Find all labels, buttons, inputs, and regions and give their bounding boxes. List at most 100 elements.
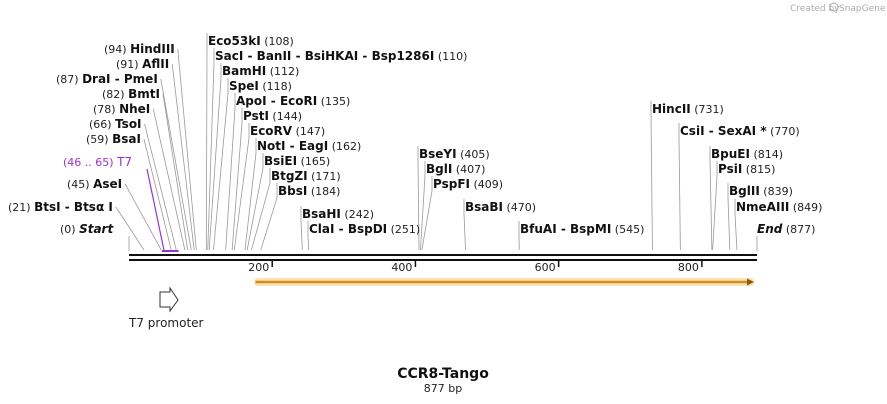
enzyme-site-bsabi[interactable]: BsaBI (470): [465, 200, 536, 214]
enzyme-position: (112): [266, 65, 299, 78]
tick-label-600: 600: [535, 261, 556, 274]
map-title: CCR8-Tango: [397, 366, 489, 382]
sequence-backbone: [129, 254, 757, 261]
enzyme-position: (94): [104, 43, 130, 56]
enzyme-name: EcoRI: [280, 94, 317, 108]
enzyme-name: TsoI: [115, 117, 141, 131]
t7-leader: [146, 168, 165, 251]
enzyme-position: (251): [387, 223, 420, 236]
enzyme-site-bsai[interactable]: (59) BsaI: [86, 132, 141, 146]
sequence-end: End (877): [757, 222, 815, 236]
enzyme-label-bgli: BglI (407): [426, 162, 485, 176]
leader-line-saci: [207, 48, 215, 251]
enzyme-name: NotI: [257, 139, 286, 153]
leader-line-psii: [712, 161, 718, 251]
enzyme-leader-lines: [115, 33, 758, 251]
enzyme-name: BfuAI: [520, 222, 557, 236]
enzyme-position: (110): [434, 50, 467, 63]
enzyme-site-spei[interactable]: SpeI (118): [229, 79, 292, 93]
orf-arrow[interactable]: [254, 278, 755, 286]
enzyme-label-bsabi: BsaBI (470): [465, 200, 536, 214]
enzyme-site-csii[interactable]: CsiI - SexAI * (770): [680, 124, 800, 138]
enzyme-site-psii[interactable]: PsiI (815): [718, 162, 775, 176]
enzyme-site-eco53ki[interactable]: Eco53kI (108): [208, 34, 294, 48]
enzyme-site-pspfi[interactable]: PspFI (409): [433, 177, 503, 191]
enzyme-label-bfuai: BfuAI - BspMI (545): [520, 222, 644, 236]
enzyme-position: (78): [93, 103, 119, 116]
enzyme-position: (144): [269, 110, 302, 123]
enzyme-label-psti: PstI (144): [243, 109, 302, 123]
enzyme-site-hincii[interactable]: HincII (731): [652, 102, 724, 116]
enzyme-site-bsahi[interactable]: BsaHI (242): [302, 207, 374, 221]
enzyme-name: BglII: [729, 184, 760, 198]
enzyme-site-clai[interactable]: ClaI - BspDI (251): [309, 222, 420, 236]
enzyme-site-bpuei[interactable]: BpuEI (814): [711, 147, 783, 161]
leader-line-drai: [160, 78, 192, 251]
leader-line-asei: [124, 183, 162, 251]
enzyme-label-btsi: (21) BtsI - Btsα I: [8, 200, 113, 214]
enzyme-label-bglii: BglII (839): [729, 184, 793, 198]
enzyme-position: (66): [89, 118, 115, 131]
leader-line-pspfi: [421, 176, 433, 251]
enzyme-position: (409): [470, 178, 503, 191]
enzyme-site-bsiei[interactable]: BsiEI (165): [264, 154, 330, 168]
enzyme-site-nmeaiii[interactable]: NmeAIII (849): [736, 200, 822, 214]
t7-feature-label[interactable]: (46 .. 65) T7: [63, 155, 132, 169]
enzyme-site-btgzi[interactable]: BtgZI (171): [271, 169, 341, 183]
enzyme-site-ecorv[interactable]: EcoRV (147): [250, 124, 325, 138]
enzyme-label-bmti: (82) BmtI: [102, 87, 160, 101]
enzyme-name: BglI: [426, 162, 452, 176]
enzyme-name: CsiI: [680, 124, 705, 138]
enzyme-name: BpuEI: [711, 147, 750, 161]
enzyme-name: BsiHKAI: [305, 49, 359, 63]
enzyme-site-bglii[interactable]: BglII (839): [729, 184, 793, 198]
enzyme-site-noti[interactable]: NotI - EagI (162): [257, 139, 361, 153]
enzyme-site-saci[interactable]: SacI - BanII - BsiHKAI - Bsp1286I (110): [215, 49, 467, 63]
enzyme-site-bfuai[interactable]: BfuAI - BspMI (545): [520, 222, 644, 236]
enzyme-labels: (21) BtsI - Btsα I (45) AseI (59) BsaI(66)…: [8, 34, 822, 236]
enzyme-site-bmti[interactable]: (82) BmtI: [102, 87, 160, 101]
enzyme-site-hindiii[interactable]: (94) HindIII: [104, 42, 175, 56]
enzyme-site-bamhi[interactable]: BamHI (112): [222, 64, 299, 78]
enzyme-name: SpeI: [229, 79, 259, 93]
enzyme-name: NheI: [119, 102, 150, 116]
t7-promoter[interactable]: T7 promoter: [128, 286, 204, 330]
enzyme-name: NmeAIII: [736, 200, 789, 214]
enzyme-label-apoi: ApoI - EcoRI (135): [236, 94, 350, 108]
snapgene-credit: Created by SnapGene: [790, 2, 886, 14]
enzyme-name: ApoI: [236, 94, 267, 108]
enzyme-label-bsahi: BsaHI (242): [302, 207, 374, 221]
enzyme-name: AflII: [142, 57, 169, 71]
enzyme-site-apoi[interactable]: ApoI - EcoRI (135): [236, 94, 350, 108]
enzyme-site-bseyi[interactable]: BseYI (405): [419, 147, 490, 161]
enzyme-label-noti: NotI - EagI (162): [257, 139, 361, 153]
enzyme-site-psti[interactable]: PstI (144): [243, 109, 302, 123]
tick-label-800: 800: [678, 261, 699, 274]
end-label: End (877): [757, 222, 815, 236]
credit-brand: SnapGene: [839, 4, 886, 14]
enzyme-name: BamHI: [222, 64, 266, 78]
enzyme-name: EagI: [299, 139, 328, 153]
snapgene-logo-icon: [829, 2, 839, 12]
enzyme-label-bbsi: BbsI (184): [278, 184, 340, 198]
enzyme-site-tsoi[interactable]: (66) TsoI: [89, 117, 142, 131]
enzyme-site-bgli[interactable]: BglI (407): [426, 162, 485, 176]
enzyme-name: ClaI: [309, 222, 334, 236]
enzyme-label-bsai: (59) BsaI: [86, 132, 141, 146]
enzyme-site-nhei[interactable]: (78) NheI: [93, 102, 150, 116]
enzyme-name: PsiI: [718, 162, 742, 176]
axis-ticks: 200 400 600 800: [248, 261, 703, 274]
enzyme-site-asei[interactable]: (45) AseI: [67, 177, 122, 191]
t7-label: (46 .. 65) T7: [63, 155, 132, 169]
enzyme-name: HindIII: [130, 42, 175, 56]
enzyme-site-drai[interactable]: (87) DraI - PmeI: [56, 72, 158, 86]
enzyme-site-btsi[interactable]: (21) BtsI - Btsα I: [8, 200, 113, 214]
enzyme-position: (839): [760, 185, 793, 198]
enzyme-site-aflii[interactable]: (91) AflII: [116, 57, 169, 71]
enzyme-label-aflii: (91) AflII: [116, 57, 169, 71]
enzyme-label-csii: CsiI - SexAI * (770): [680, 124, 800, 138]
enzyme-label-bsiei: BsiEI (165): [264, 154, 330, 168]
enzyme-site-bbsi[interactable]: BbsI (184): [278, 184, 340, 198]
enzyme-position: (118): [259, 80, 292, 93]
